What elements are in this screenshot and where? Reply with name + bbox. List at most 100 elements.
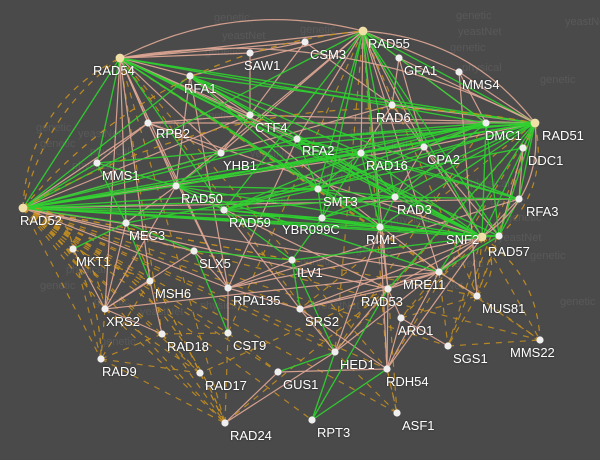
edge-physical [386,288,389,370]
edge-yeastnet [362,30,396,198]
node-rad54[interactable] [115,53,125,63]
edge-genetic [22,207,201,374]
node-rad50[interactable] [172,182,180,190]
edge-yeastnet [296,122,487,140]
arc-edge-genetic [22,207,102,360]
node-cst9[interactable] [224,329,232,337]
edge-physical [334,236,483,353]
node-rad6[interactable] [388,101,396,109]
node-xrs2[interactable] [101,305,109,313]
arc-edge-physical [119,47,536,124]
nodes-group[interactable] [18,26,544,427]
node-srs2[interactable] [296,305,304,313]
edge-genetic [100,308,106,360]
node-mus81[interactable] [473,292,481,300]
edge-genetic [22,207,102,360]
edge-physical [299,271,440,310]
node-sgs1[interactable] [444,342,452,350]
node-saw1[interactable] [246,49,254,57]
edge-yeastnet [394,196,483,238]
edge-yeastnet [518,122,536,200]
node-rim1[interactable] [376,223,384,231]
edge-physical [386,271,440,370]
edge-physical [104,185,177,310]
node-asf1[interactable] [393,409,401,417]
node-rad55[interactable] [358,26,368,36]
edge-genetic [476,295,541,341]
edge-yeastnet [296,138,520,200]
node-snf2[interactable] [477,232,487,242]
edge-yeastnet [321,152,362,219]
node-aro1[interactable] [397,314,405,322]
edge-yeastnet [22,152,222,209]
edges-group [22,30,541,424]
edge-physical [175,75,191,187]
node-mms4[interactable] [455,68,463,76]
node-slx5[interactable] [190,247,198,255]
node-rdh54[interactable] [383,365,391,373]
edge-yeastnet [360,152,483,238]
node-csm3[interactable] [301,38,309,46]
node-rad51[interactable] [530,118,540,128]
node-gfa1[interactable] [395,54,403,62]
node-ybr099c[interactable] [318,214,326,222]
edge-genetic [22,207,226,424]
edge-yeastnet [189,75,536,124]
node-ctf4[interactable] [246,111,254,119]
node-rad9[interactable] [97,355,105,363]
node-rad59[interactable] [220,206,228,214]
edge-genetic [299,122,536,310]
node-gus1[interactable] [274,368,282,376]
node-rad53[interactable] [384,285,392,293]
node-cpa2[interactable] [420,143,428,151]
edge-physical [104,271,440,310]
node-ddc1[interactable] [519,144,527,152]
node-rpa135[interactable] [224,284,232,292]
node-rad52[interactable] [18,203,28,213]
edge-genetic [100,280,151,360]
arc-edge-genetic [498,122,539,237]
edge-yeastnet [296,122,536,140]
node-hed1[interactable] [331,348,339,356]
edge-physical [296,30,364,140]
node-rfa3[interactable] [515,195,523,203]
node-mms1[interactable] [93,159,101,167]
edge-yeastnet [175,152,222,187]
edge-genetic [161,333,226,424]
node-yhb1[interactable] [217,149,225,157]
node-mms22[interactable] [536,336,544,344]
node-msh6[interactable] [146,277,154,285]
edge-genetic [100,358,226,424]
node-mkt1[interactable] [69,245,77,253]
node-ilv1[interactable] [288,256,296,264]
edge-yeastnet [22,207,381,228]
edge-physical [22,207,195,252]
node-smt3[interactable] [314,185,322,193]
node-dmc1[interactable] [482,119,490,127]
edge-genetic [386,368,398,414]
node-mre11[interactable] [435,268,443,276]
edge-physical [386,317,402,370]
edge-yeastnet [22,188,319,209]
node-rad57[interactable] [495,232,503,240]
node-rfa2[interactable] [293,135,301,143]
edge-yeastnet [438,122,536,273]
node-rpb2[interactable] [144,119,152,127]
node-rpt3[interactable] [308,416,316,424]
node-rad16[interactable] [357,149,365,157]
edge-yeastnet [438,235,500,273]
node-rfa1[interactable] [186,72,194,80]
edge-physical [299,288,389,310]
node-rad17[interactable] [196,369,204,377]
edge-physical [227,236,483,289]
edge-physical [249,41,306,54]
node-rad24[interactable] [221,419,229,427]
node-rad3[interactable] [391,193,399,201]
edge-genetic [447,295,478,347]
edge-physical [387,288,402,319]
node-mec3[interactable] [122,219,130,227]
edge-genetic [100,358,201,374]
node-rad18[interactable] [158,330,166,338]
edge-genetic [22,207,293,261]
